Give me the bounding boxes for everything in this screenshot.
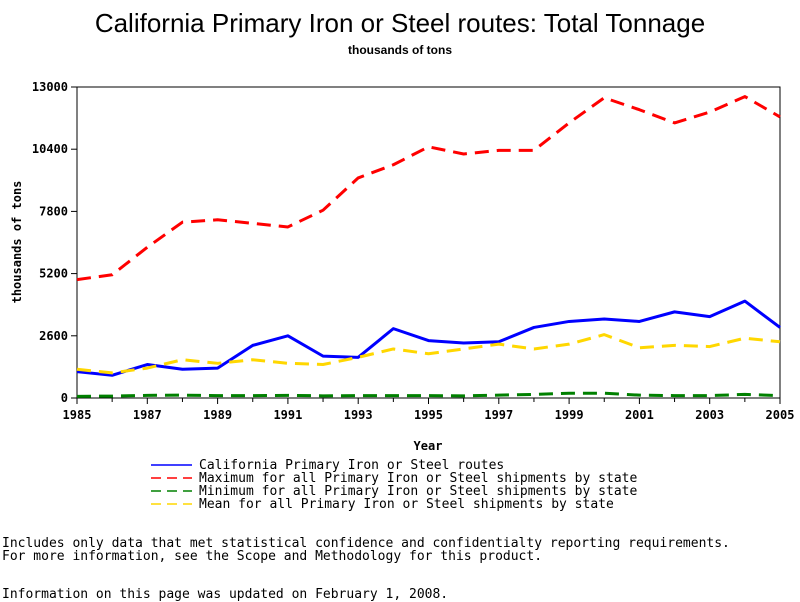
x-tick-label: 1989 <box>203 408 232 422</box>
chart-title: California Primary Iron or Steel routes:… <box>95 8 705 38</box>
legend-label-1: Maximum for all Primary Iron or Steel sh… <box>199 471 637 486</box>
note-line-1: Includes only data that met statistical … <box>2 536 730 551</box>
y-tick-label: 10400 <box>32 142 68 156</box>
legend-label-2: Minimum for all Primary Iron or Steel sh… <box>199 484 637 499</box>
note-line-3: Information on this page was updated on … <box>2 587 449 602</box>
y-tick-label: 2600 <box>39 329 68 343</box>
series-line-3 <box>76 333 781 375</box>
chart-subtitle: thousands of tons <box>348 43 452 57</box>
y-tick-label: 13000 <box>32 80 68 94</box>
series-line-2 <box>76 391 781 398</box>
y-tick-label: 7800 <box>39 204 68 218</box>
y-axis-label: thousands of tons <box>10 181 24 304</box>
x-tick-label: 1995 <box>414 408 443 422</box>
series-line-0 <box>76 299 781 377</box>
y-tick-label: 5200 <box>39 267 68 281</box>
x-tick-label: 1985 <box>63 408 92 422</box>
legend: California Primary Iron or Steel routesM… <box>151 458 637 512</box>
series-group <box>76 95 781 398</box>
legend-label-0: California Primary Iron or Steel routes <box>199 458 504 473</box>
x-axis-label: Year <box>414 439 443 453</box>
x-tick-label: 2001 <box>625 408 654 422</box>
x-tick-label: 1999 <box>555 408 584 422</box>
x-tick-label: 1991 <box>273 408 302 422</box>
x-tick-label: 1993 <box>344 408 373 422</box>
x-tick-label: 1997 <box>484 408 513 422</box>
note-line-2: For more information, see the Scope and … <box>2 549 543 564</box>
series-line-1 <box>76 95 781 282</box>
plot-frame <box>76 86 781 399</box>
x-tick-label: 2005 <box>766 408 795 422</box>
legend-label-3: Mean for all Primary Iron or Steel shipm… <box>199 497 614 512</box>
axes: 1985 1987 1989 1991 1993 1995 1997 1999 2001 2003… <box>32 80 795 422</box>
y-tick-label: 0 <box>61 391 68 405</box>
x-tick-label: 2003 <box>695 408 724 422</box>
x-tick-label: 1987 <box>133 408 162 422</box>
